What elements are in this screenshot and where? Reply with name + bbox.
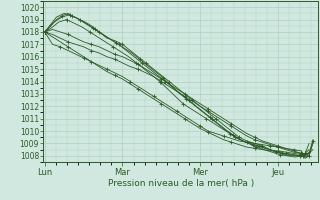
X-axis label: Pression niveau de la mer( hPa ): Pression niveau de la mer( hPa ) bbox=[108, 179, 254, 188]
